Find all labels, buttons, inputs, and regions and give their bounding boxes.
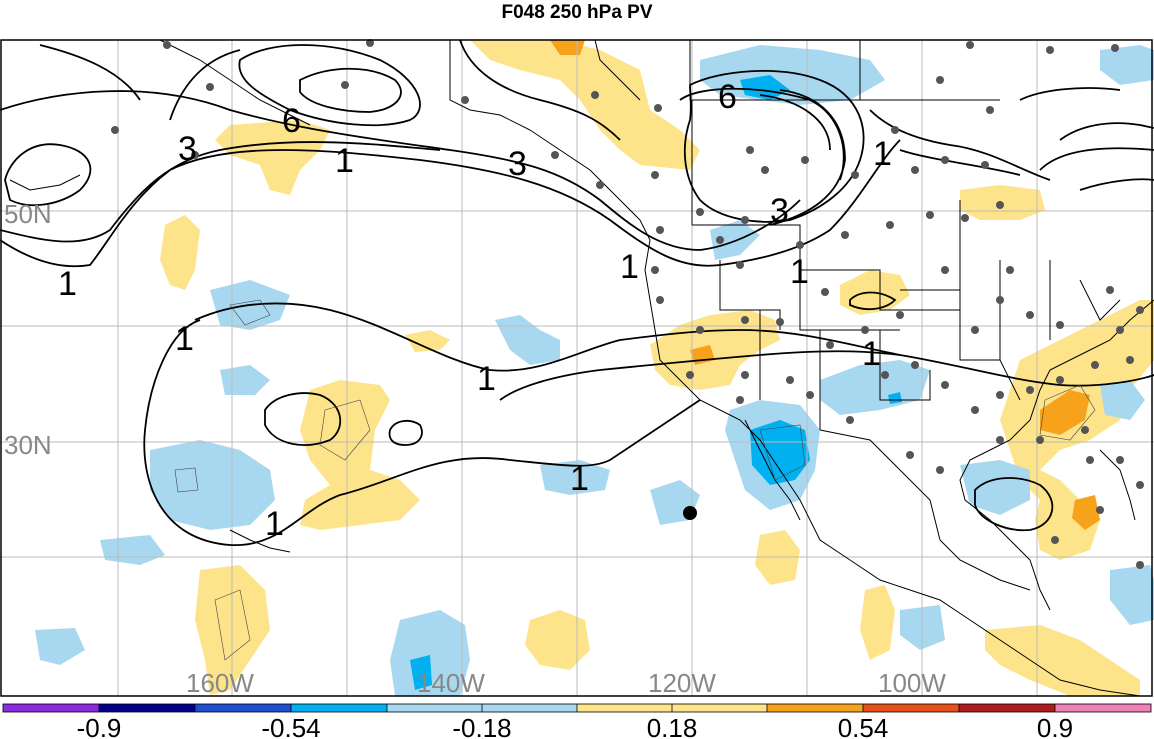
colorbar-swatch: [99, 704, 195, 712]
pv-negative-region: [150, 440, 275, 530]
colorbar-tick-label: -0.18: [452, 713, 511, 739]
graticule: [0, 40, 1154, 696]
colorbar-swatch: [195, 704, 291, 712]
pv-negative-region: [1110, 565, 1154, 625]
pv-negative-region: [100, 535, 165, 565]
contour-label: 1: [58, 265, 77, 303]
colorbar-swatch: [291, 704, 387, 712]
contour-labels: 6 3 1 3 1 6 3 1 1 1 1 1 1 1 1: [58, 78, 892, 543]
colorbar: -0.9 -0.54 -0.18 0.18 0.54 0.9: [2, 703, 1152, 739]
pv-positive-core: [1072, 495, 1100, 530]
contour-label: 1: [790, 253, 809, 291]
axis-labels: 50N 30N 160W 140W 120W 100W: [4, 199, 946, 698]
longitude-label: 140W: [417, 668, 485, 698]
pv-positive-region: [300, 380, 420, 530]
colorbar-swatch: [863, 704, 959, 712]
pv-negative-region: [820, 360, 930, 415]
contour-label: 1: [477, 360, 496, 398]
shading-layer: [35, 40, 1154, 696]
longitude-label: 120W: [648, 668, 716, 698]
latitude-label: 30N: [4, 430, 52, 460]
pv-positive-core: [1040, 390, 1090, 435]
pv-negative-region: [1100, 45, 1154, 85]
contour-label: 1: [570, 460, 589, 498]
pv-negative-region: [220, 365, 270, 395]
map-title: F048 250 hPa PV: [501, 2, 653, 23]
longitude-label: 160W: [186, 668, 254, 698]
contour-label: 3: [770, 192, 789, 230]
map-frame: [0, 39, 1153, 697]
contour-label: 6: [282, 102, 301, 140]
pv-negative-region: [540, 460, 610, 495]
contour-label: 1: [335, 142, 354, 180]
pv-positive-region: [160, 215, 200, 290]
colorbar-swatch: [767, 704, 863, 712]
contour-label: 3: [178, 130, 197, 168]
pv-negative-core: [410, 655, 432, 690]
pv-negative-region: [710, 220, 760, 260]
pv-positive-region: [525, 610, 590, 670]
pv-negative-core: [750, 420, 810, 485]
latitude-label: 50N: [4, 199, 52, 229]
contour-label: 1: [175, 320, 194, 358]
colorbar-tick-label: 0.54: [838, 713, 889, 739]
pv-positive-region: [860, 585, 895, 660]
pv-positive-region: [405, 330, 450, 352]
pv-negative-core: [740, 75, 790, 100]
pv-negative-region: [35, 628, 85, 665]
contour-label: 1: [620, 248, 639, 286]
pv-positive-region: [215, 120, 330, 195]
pv-positive-core: [550, 40, 585, 55]
contour-label: 1: [862, 335, 881, 373]
colorbar-swatch: [1055, 704, 1151, 712]
colorbar-tick-label: -0.9: [77, 713, 122, 739]
pv-positive-region: [985, 625, 1140, 696]
colorbar-tick-label: 0.18: [647, 713, 698, 739]
contour-label: 1: [873, 135, 892, 173]
point-marker: [683, 506, 697, 520]
pv-negative-core: [888, 392, 902, 404]
station-markers: [111, 39, 1144, 569]
pv-positive-region: [470, 40, 700, 170]
colorbar-tick-label: -0.54: [261, 713, 320, 739]
longitude-label: 100W: [878, 668, 946, 698]
pv-negative-region: [390, 610, 470, 696]
significance-outlines: [174, 299, 1096, 661]
pv-positive-region: [1000, 300, 1154, 560]
colorbar-swatch: [959, 704, 1055, 712]
pv-negative-region: [960, 460, 1030, 515]
pv-negative-region: [1100, 380, 1145, 420]
pv-negative-region: [495, 315, 560, 365]
colorbar-swatch: [3, 704, 99, 712]
contour-label: 1: [265, 505, 284, 543]
contour-label: 3: [508, 145, 527, 183]
colorbar-tick-label: 0.9: [1037, 713, 1073, 739]
contour-label: 6: [718, 78, 737, 116]
coastlines: [9, 39, 1154, 697]
